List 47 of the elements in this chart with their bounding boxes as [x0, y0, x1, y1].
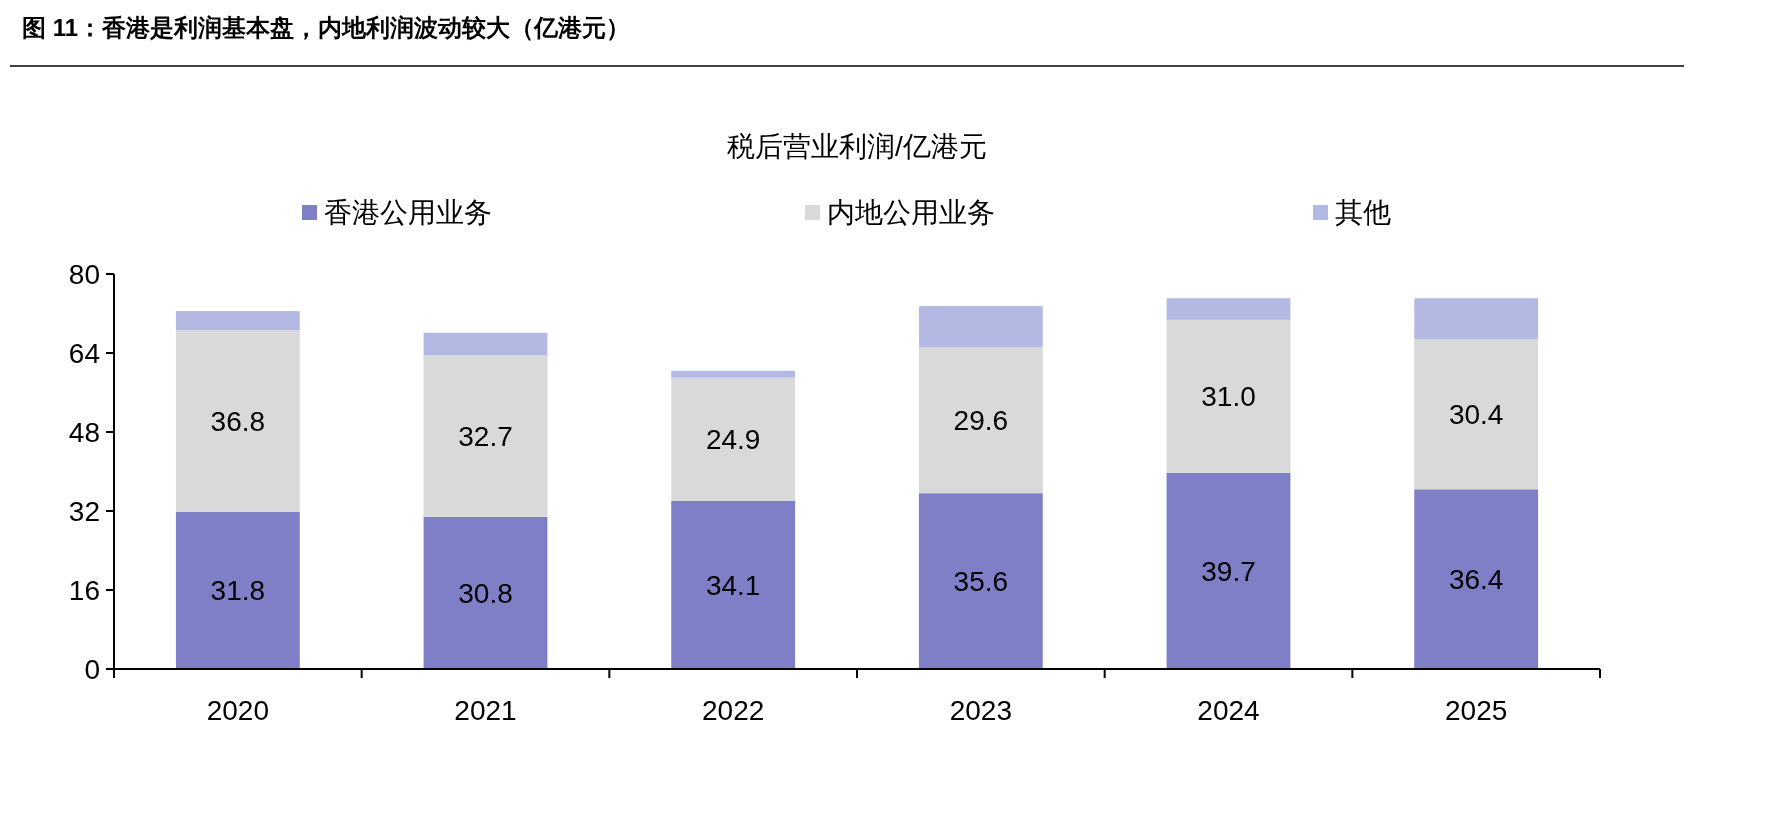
y-tick-label: 48	[68, 417, 100, 448]
y-tick-label: 80	[68, 259, 100, 290]
x-tick-label: 2024	[1197, 695, 1260, 726]
data-label: 24.9	[705, 424, 761, 456]
data-label: 31.8	[210, 575, 266, 607]
bar	[1414, 489, 1539, 669]
data-label: 32.7	[458, 421, 513, 453]
bar	[423, 355, 548, 517]
x-tick-label: 2021	[454, 695, 517, 726]
x-tick-label: 2023	[949, 695, 1012, 726]
bar	[1166, 319, 1291, 473]
y-tick-label: 16	[68, 575, 100, 606]
bar	[175, 311, 300, 331]
chart-title: 图 11：香港是利润基本盘，内地利润波动较大（亿港元）	[22, 14, 631, 41]
bar	[918, 347, 1043, 494]
x-tick-label: 2025	[1445, 695, 1508, 726]
chart-subtitle: 税后营业利润/亿港元	[727, 131, 987, 162]
data-label: 29.6	[953, 405, 1009, 437]
bar	[175, 330, 300, 512]
data-label: 30.4	[1448, 399, 1504, 431]
bar	[671, 370, 796, 378]
data-label: 34.1	[705, 569, 761, 601]
bar	[671, 500, 796, 669]
data-label: 36.4	[1448, 564, 1504, 596]
x-tick-label: 2022	[702, 695, 765, 726]
data-label: 30.8	[458, 577, 513, 609]
y-tick-label: 0	[84, 654, 100, 685]
bar	[1166, 298, 1291, 320]
y-tick-label: 64	[68, 338, 100, 369]
data-label: 31.0	[1201, 381, 1256, 413]
bar	[1166, 472, 1291, 669]
data-label: 36.8	[210, 406, 266, 438]
bar	[671, 377, 796, 501]
data-label: 35.6	[953, 566, 1009, 598]
bar	[423, 332, 548, 356]
bar	[175, 511, 300, 669]
bar	[1414, 298, 1539, 340]
legend-label: 香港公用业务	[324, 197, 492, 228]
bar	[918, 306, 1043, 348]
bar	[423, 516, 548, 669]
legend-label: 其他	[1335, 197, 1391, 228]
data-label: 39.7	[1201, 555, 1256, 587]
bar	[918, 493, 1043, 669]
legend-label: 内地公用业务	[827, 197, 995, 228]
x-tick-label: 2020	[206, 695, 269, 726]
y-tick-label: 32	[68, 496, 100, 527]
bar	[1414, 339, 1539, 490]
